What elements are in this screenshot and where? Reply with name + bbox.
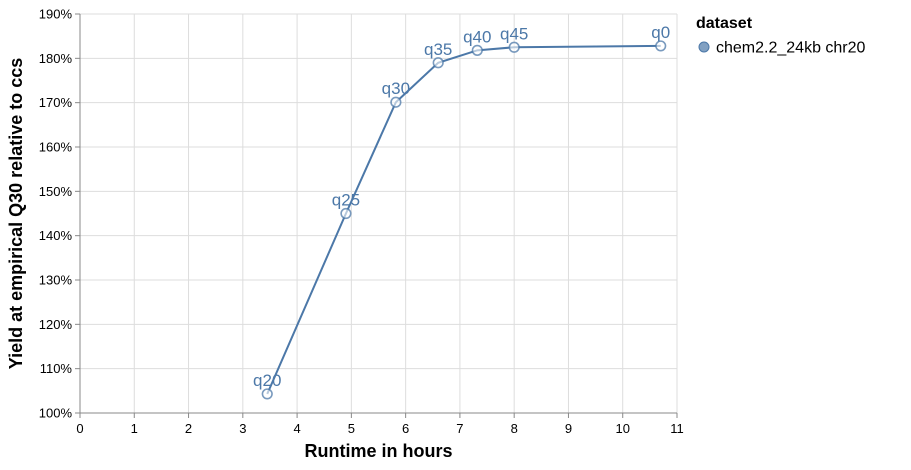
- x-tick-label: 9: [565, 421, 572, 436]
- grid: [79, 13, 678, 414]
- legend-title: dataset: [696, 15, 753, 32]
- x-axis-title: Runtime in hours: [305, 441, 453, 461]
- series: q20 q25 q30 q35 q40 q45 q0: [253, 23, 670, 400]
- series-line: [266, 44, 661, 395]
- data-point: [261, 388, 273, 400]
- data-point-label: q0: [651, 23, 670, 42]
- x-tick-label: 6: [402, 421, 409, 436]
- x-axis-ticks: 0 1 2 3 4 5 6 7 8 9 10 11: [76, 413, 684, 436]
- data-point-label: q35: [424, 40, 452, 59]
- data-point-label: q30: [382, 79, 410, 98]
- data-point-label: q45: [500, 24, 528, 43]
- x-tick-label: 11: [670, 421, 684, 436]
- y-tick-label: 150%: [39, 184, 73, 199]
- legend-symbol-icon: [698, 41, 710, 53]
- y-tick-label: 160%: [39, 140, 73, 155]
- y-tick-label: 120%: [39, 317, 73, 332]
- y-tick-label: 170%: [39, 95, 73, 110]
- x-tick-label: 3: [239, 421, 246, 436]
- data-point: [390, 96, 402, 108]
- y-tick-label: 190%: [39, 7, 73, 22]
- x-tick-label: 4: [293, 421, 300, 436]
- axes: [79, 14, 677, 414]
- y-tick-label: 130%: [39, 273, 73, 288]
- legend: dataset chem2.2_24kb chr20: [696, 15, 866, 57]
- data-point: [655, 40, 667, 52]
- x-tick-label: 2: [185, 421, 192, 436]
- data-point-label: q25: [332, 191, 360, 210]
- data-point-label: q40: [463, 27, 491, 46]
- y-tick-label: 100%: [39, 406, 73, 421]
- x-tick-label: 0: [76, 421, 83, 436]
- data-point: [340, 207, 352, 220]
- x-tick-label: 5: [348, 421, 355, 436]
- y-axis-ticks: 100% 110% 120% 130% 140% 150% 160% 170% 180% 190%: [39, 7, 80, 421]
- y-tick-label: 180%: [39, 51, 73, 66]
- x-tick-label: 1: [131, 421, 138, 436]
- data-point: [471, 44, 483, 56]
- data-point: [432, 57, 444, 69]
- data-point: [508, 41, 520, 53]
- data-point-label: q20: [253, 371, 281, 390]
- x-tick-label: 8: [511, 421, 518, 436]
- y-tick-label: 110%: [40, 361, 73, 376]
- y-axis-title: Yield at empirical Q30 relative to ccs: [6, 58, 26, 369]
- x-tick-label: 10: [615, 421, 629, 436]
- y-tick-label: 140%: [39, 228, 73, 243]
- x-tick-label: 7: [456, 421, 463, 436]
- legend-series-label: chem2.2_24kb chr20: [716, 40, 866, 57]
